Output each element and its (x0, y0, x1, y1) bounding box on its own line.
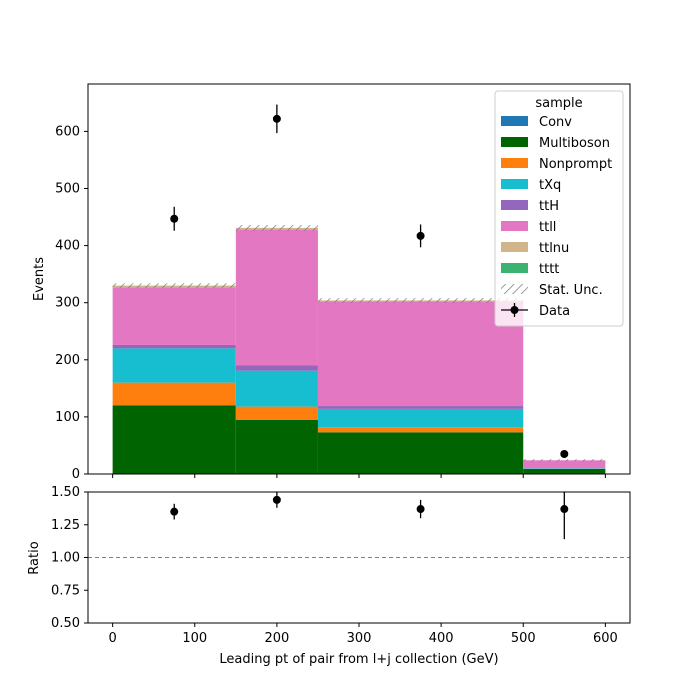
main-y-tick-label: 300 (55, 296, 80, 311)
bar-multiboson-bin-1 (235, 419, 318, 474)
legend-label-tttt: tttt (539, 262, 559, 277)
main-y-tick-label: 600 (55, 124, 80, 139)
legend-swatch-data-point (510, 306, 519, 314)
bar-txq-bin-2 (317, 408, 524, 428)
legend-swatch-stat-unc (501, 284, 528, 294)
ratio-y-tick-label: 0.75 (51, 583, 80, 598)
legend-swatch-ttlnu (501, 242, 528, 252)
data-point (170, 214, 179, 223)
bar-nonprompt-bin-2 (317, 427, 524, 433)
legend-swatch-tttt (501, 263, 528, 273)
legend-label-stat-unc: Stat. Unc. (539, 283, 603, 298)
data-point (272, 114, 281, 123)
x-axis-label: Leading pt of pair from l+j collection (… (219, 652, 498, 667)
bar-ttll-bin-1 (235, 229, 318, 366)
data-point (416, 231, 425, 240)
legend-swatch-multiboson (501, 137, 528, 147)
ratio-point (272, 495, 281, 504)
x-tick-label: 100 (182, 631, 207, 646)
x-tick-label: 200 (264, 631, 289, 646)
bar-tth-bin-1 (235, 365, 318, 371)
legend-label-conv: Conv (539, 115, 572, 130)
stat-unc-bin-1 (235, 225, 318, 231)
legend-swatch-txq (501, 179, 528, 189)
ratio-point (416, 505, 425, 514)
main-plot: 0 100 200 300 400 500 600 Events (32, 83, 631, 482)
ratio-point (560, 505, 569, 514)
bar-tth-bin-0 (112, 344, 236, 349)
legend-label-data: Data (539, 304, 570, 319)
bar-nonprompt-bin-0 (112, 382, 236, 406)
x-tick-label: 600 (593, 631, 618, 646)
ratio-y-axis-label: Ratio (27, 541, 42, 574)
legend-label-ttll: ttll (539, 220, 556, 235)
legend-title: sample (535, 96, 582, 111)
main-y-tick-label: 100 (55, 410, 80, 425)
legend: sample Conv Multiboson Nonprompt tXq ttH ttll t… (494, 90, 624, 327)
ratio-plot: 0.500.751.001.251.500 100 200 300 400 500 600 … (27, 485, 631, 667)
stat-unc-bin-3 (523, 459, 606, 462)
main-y-tick-label: 200 (55, 353, 80, 368)
legend-swatch-nonprompt (501, 158, 528, 168)
bar-multiboson-bin-2 (317, 432, 524, 474)
ratio-point (170, 507, 179, 516)
bar-txq-bin-0 (112, 348, 236, 383)
main-y-tick-label: 500 (55, 181, 80, 196)
bar-ttll-bin-2 (317, 301, 524, 407)
legend-label-ttlnu: ttlnu (539, 241, 569, 256)
x-tick-label: 0 (108, 631, 116, 646)
bar-txq-bin-1 (235, 370, 318, 407)
legend-label-multiboson: Multiboson (539, 136, 610, 151)
legend-label-tth: ttH (539, 199, 559, 214)
x-tick-label: 400 (429, 631, 454, 646)
ratio-y-tick-label: 1.00 (51, 551, 80, 566)
legend-swatch-ttll (501, 221, 528, 231)
main-y-axis-label: Events (32, 257, 47, 301)
bar-txq-bin-3 (523, 468, 606, 469)
ratio-y-tick-label: 1.25 (51, 518, 80, 533)
legend-label-txq: tXq (539, 178, 561, 193)
legend-label-nonprompt: Nonprompt (539, 157, 612, 172)
ratio-y-tick-label: 1.50 (51, 485, 80, 500)
bar-multiboson-bin-0 (112, 405, 236, 474)
stat-unc-bin-2 (317, 298, 524, 303)
legend-swatch-tth (501, 200, 528, 210)
stat-unc-bin-0 (112, 283, 236, 288)
ratio-y-tick-label: 0.50 (51, 616, 80, 631)
data-point (560, 450, 569, 459)
x-tick-label: 500 (511, 631, 536, 646)
main-y-tick-label: 0 (72, 467, 80, 482)
main-y-tick-label: 400 (55, 239, 80, 254)
legend-swatch-conv (501, 116, 528, 126)
bar-tth-bin-2 (317, 406, 524, 409)
bar-nonprompt-bin-1 (235, 406, 318, 420)
bar-multiboson-bin-3 (523, 468, 606, 474)
bar-ttll-bin-3 (523, 460, 606, 469)
x-tick-label: 300 (347, 631, 372, 646)
bar-ttll-bin-0 (112, 287, 236, 345)
